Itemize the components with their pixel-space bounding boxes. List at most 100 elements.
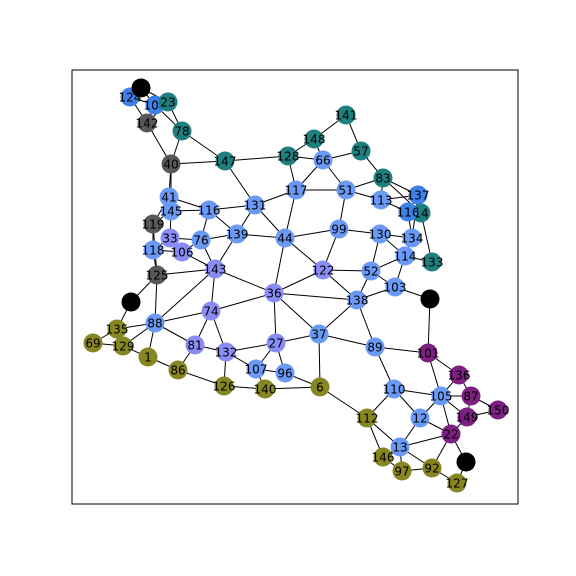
node-label: 92 bbox=[424, 462, 439, 476]
node-circle bbox=[215, 151, 235, 171]
node-40: 40 bbox=[161, 154, 181, 174]
node-128: 128 bbox=[277, 146, 299, 166]
node-label: 41 bbox=[161, 191, 176, 205]
node-107: 107 bbox=[245, 359, 267, 379]
node-label: 99 bbox=[331, 223, 346, 237]
node-circle bbox=[168, 360, 188, 380]
node-label: 27 bbox=[268, 337, 283, 351]
node-label: 139 bbox=[226, 228, 249, 242]
node-circle bbox=[172, 242, 192, 262]
node-label: 97 bbox=[394, 465, 409, 479]
node-106: 106 bbox=[171, 242, 194, 262]
node-label: 135 bbox=[106, 323, 129, 337]
node-label: 131 bbox=[244, 199, 267, 213]
node-140: 140 bbox=[254, 379, 276, 399]
node-circle bbox=[313, 260, 333, 280]
node-label: 44 bbox=[277, 232, 292, 246]
node-13: 13 bbox=[390, 437, 410, 457]
node-circle bbox=[371, 190, 391, 210]
node-label: 1 bbox=[144, 351, 152, 365]
node-circle bbox=[373, 447, 393, 467]
node-87: 87 bbox=[461, 386, 481, 406]
node-142: 142 bbox=[136, 113, 158, 133]
node-label: 106 bbox=[171, 246, 194, 260]
node-circle bbox=[83, 333, 103, 353]
node-92: 92 bbox=[422, 458, 442, 478]
node-138: 138 bbox=[346, 290, 369, 310]
node-circle bbox=[370, 224, 390, 244]
node-circle bbox=[121, 292, 141, 312]
node-label: 33 bbox=[162, 232, 177, 246]
node-b2 bbox=[121, 292, 141, 312]
node-label: 114 bbox=[394, 250, 417, 264]
node-57: 57 bbox=[351, 141, 371, 161]
node-label: 129 bbox=[112, 340, 135, 354]
node-146: 146 bbox=[372, 447, 395, 467]
node-circle bbox=[447, 473, 467, 493]
node-circle bbox=[246, 359, 266, 379]
node-circle bbox=[214, 376, 234, 396]
node-circle bbox=[191, 230, 211, 250]
node-label: 66 bbox=[315, 154, 330, 168]
node-circle bbox=[266, 333, 286, 353]
node-81: 81 bbox=[185, 335, 205, 355]
node-circle bbox=[278, 146, 298, 166]
node-74: 74 bbox=[201, 301, 221, 321]
node-circle bbox=[357, 408, 377, 428]
node-131: 131 bbox=[244, 195, 267, 215]
node-label: 113 bbox=[370, 194, 393, 208]
node-44: 44 bbox=[275, 228, 295, 248]
edge-36-74 bbox=[210, 292, 275, 312]
node-circle bbox=[365, 337, 385, 357]
node-circle bbox=[392, 461, 412, 481]
node-103: 103 bbox=[384, 277, 407, 297]
edge-143-36 bbox=[214, 268, 275, 294]
node-134: 134 bbox=[401, 228, 423, 248]
node-circle bbox=[309, 324, 329, 344]
node-label: 40 bbox=[163, 158, 178, 172]
node-147: 147 bbox=[214, 151, 236, 171]
node-circle bbox=[286, 180, 306, 200]
node-110: 110 bbox=[383, 379, 405, 399]
node-label: 138 bbox=[346, 294, 369, 308]
node-circle bbox=[304, 129, 324, 149]
node-66: 66 bbox=[313, 150, 333, 170]
node-136: 136 bbox=[448, 365, 471, 385]
node-116r: 116 bbox=[397, 202, 419, 222]
node-label: 6 bbox=[316, 381, 324, 395]
node-label: 125 bbox=[146, 269, 169, 283]
node-139: 139 bbox=[226, 224, 249, 244]
node-circle bbox=[227, 224, 247, 244]
node-label: 88 bbox=[147, 317, 162, 331]
node-label: 136 bbox=[448, 369, 471, 383]
node-label: 81 bbox=[187, 339, 202, 353]
node-122: 122 bbox=[312, 260, 334, 280]
node-label: 78 bbox=[174, 125, 189, 139]
node-circle bbox=[143, 214, 163, 234]
node-circle bbox=[159, 187, 179, 207]
node-label: 103 bbox=[384, 281, 407, 295]
node-circle bbox=[431, 386, 451, 406]
node-105: 105 bbox=[430, 386, 452, 406]
edge-37-89 bbox=[318, 333, 376, 348]
node-circle bbox=[336, 105, 356, 125]
node-label: 143 bbox=[204, 263, 227, 277]
node-circle bbox=[131, 78, 151, 98]
node-99: 99 bbox=[329, 219, 349, 239]
node-circle bbox=[384, 379, 404, 399]
node-circle bbox=[402, 228, 422, 248]
node-circle bbox=[143, 240, 163, 260]
node-label: 52 bbox=[363, 265, 378, 279]
node-143: 143 bbox=[204, 259, 227, 279]
node-label: 145 bbox=[160, 205, 183, 219]
node-label: 69 bbox=[85, 337, 100, 351]
node-88: 88 bbox=[145, 313, 165, 333]
node-116: 116 bbox=[198, 200, 221, 220]
node-label: 116 bbox=[198, 204, 221, 218]
node-circle bbox=[336, 180, 356, 200]
node-label: 12 bbox=[412, 412, 427, 426]
node-label: 101 bbox=[417, 347, 440, 361]
node-label: 146 bbox=[372, 451, 395, 465]
node-97: 97 bbox=[392, 461, 412, 481]
